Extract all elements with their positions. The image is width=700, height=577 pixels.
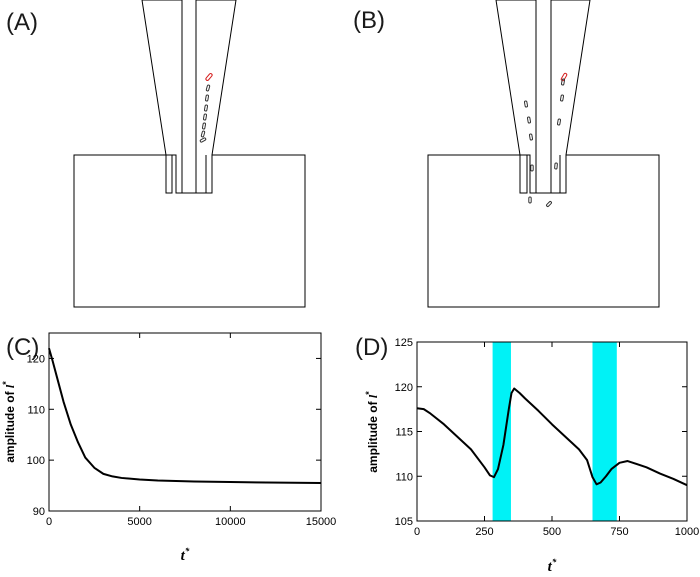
- particle: [530, 164, 534, 172]
- x-tick-label: 0: [46, 516, 52, 528]
- particle: [205, 84, 211, 92]
- particle: [556, 118, 562, 126]
- x-tick-label: 1000: [675, 526, 699, 538]
- particle: [202, 113, 208, 121]
- y-tick-label: 110: [27, 404, 45, 416]
- particle: [201, 122, 207, 130]
- y-tick-label: 100: [27, 455, 45, 467]
- particle: [546, 201, 552, 207]
- particle: [554, 162, 558, 170]
- channel-wall-left: [495, 0, 530, 194]
- series-line: [48, 347, 322, 485]
- particle: [199, 137, 207, 143]
- chart-d: 0 250 500 750 1000 105 110 115 120 125 amplitude o…: [364, 337, 699, 575]
- channel-diagram-a: [73, 0, 306, 308]
- particle: [559, 94, 565, 102]
- particle: [528, 196, 532, 204]
- y-tick-label: 105: [395, 516, 413, 528]
- y-axis-label: amplitude of l*: [364, 391, 380, 473]
- x-tick-label: 750: [610, 526, 628, 538]
- channel-wall-right: [551, 0, 591, 156]
- channel-outline-left: [427, 0, 660, 308]
- x-tick-label: 15000: [306, 516, 337, 528]
- shaded-interval: [592, 342, 617, 521]
- panel-label-a: (A): [6, 9, 38, 36]
- y-axis-label: amplitude of l*: [1, 381, 17, 463]
- particle-red: [205, 73, 213, 81]
- x-tick-label: 250: [475, 526, 493, 538]
- shaded-interval: [492, 342, 511, 521]
- particle: [203, 104, 209, 112]
- x-tick-label: 500: [543, 526, 561, 538]
- channel-outline-left: [73, 0, 306, 308]
- y-tick-label: 120: [395, 382, 413, 394]
- particle: [528, 133, 534, 141]
- particle: [204, 94, 210, 102]
- particle: [526, 116, 532, 124]
- particles-b: [523, 72, 568, 207]
- y-tick-label: 115: [395, 427, 413, 439]
- x-axis-label: t*: [548, 557, 557, 575]
- channel-wall-right: [196, 0, 237, 156]
- x-tick-label: 5000: [127, 516, 151, 528]
- y-tick-label: 110: [395, 471, 413, 483]
- y-tick-label: 120: [27, 353, 45, 365]
- chart-c: 0 5000 10000 15000 90 100 110 120 amplitude of l…: [1, 332, 337, 564]
- y-tick-label: 90: [33, 506, 45, 518]
- x-axis-label: t*: [181, 546, 190, 564]
- series-line: [416, 387, 688, 487]
- particles-a: [199, 73, 213, 143]
- panel-label-b: (B): [353, 7, 385, 34]
- x-tick-label: 10000: [215, 516, 246, 528]
- channel-diagram-b: [427, 0, 660, 308]
- y-tick-label: 125: [395, 337, 413, 349]
- panel-label-c: (C): [6, 334, 39, 361]
- particle: [200, 130, 206, 138]
- plot-frame: [416, 341, 688, 522]
- panel-label-d: (D): [355, 334, 388, 361]
- x-tick-label: 0: [414, 526, 420, 538]
- particle: [560, 78, 566, 86]
- plot-frame: [48, 332, 322, 512]
- channel-wall-left: [141, 0, 176, 194]
- particle: [523, 100, 529, 108]
